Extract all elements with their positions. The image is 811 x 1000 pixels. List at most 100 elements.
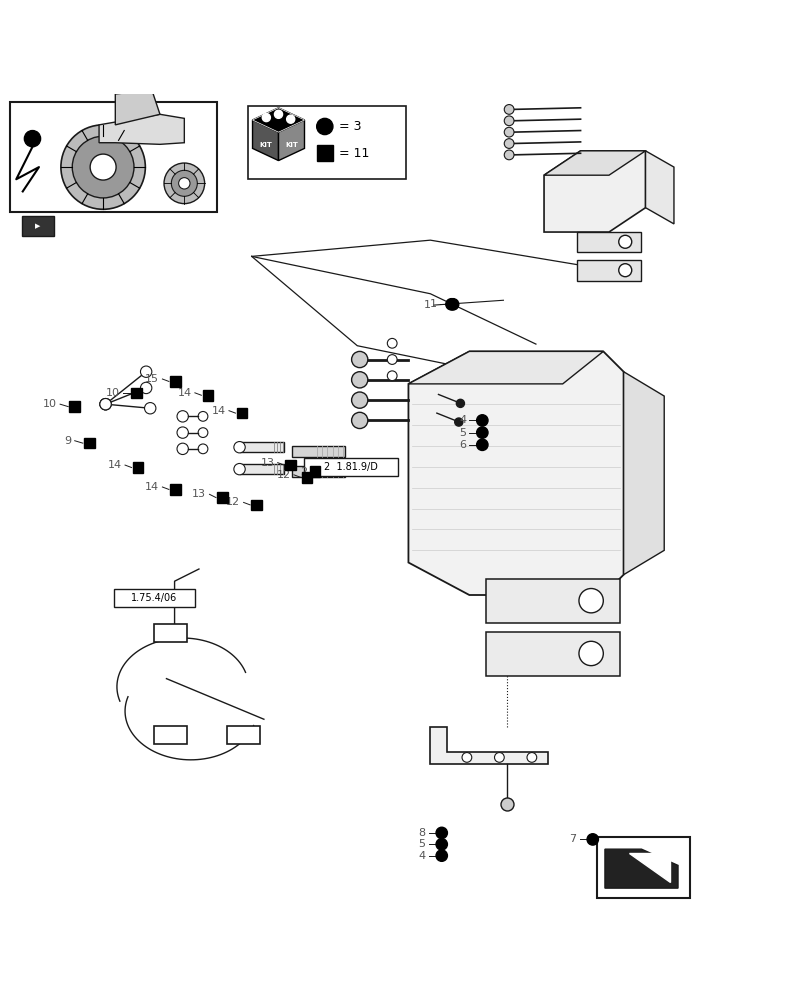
Circle shape (274, 110, 282, 118)
Bar (239, 464, 284, 474)
Text: 14: 14 (212, 406, 225, 416)
Circle shape (436, 850, 447, 861)
Circle shape (436, 827, 447, 839)
Circle shape (286, 115, 294, 123)
Circle shape (618, 235, 631, 248)
Circle shape (387, 355, 397, 364)
Text: 1: 1 (429, 299, 436, 309)
Bar (133, 462, 144, 473)
Bar (169, 484, 180, 495)
Circle shape (387, 371, 397, 381)
Text: 2  1.81.9/D: 2 1.81.9/D (324, 462, 377, 472)
Circle shape (144, 403, 156, 414)
Text: 15: 15 (145, 374, 159, 384)
Polygon shape (485, 579, 619, 623)
Circle shape (100, 398, 111, 410)
Circle shape (351, 372, 367, 388)
Polygon shape (99, 114, 184, 144)
Circle shape (234, 463, 245, 475)
Polygon shape (252, 108, 304, 132)
Polygon shape (629, 853, 669, 882)
Polygon shape (543, 151, 645, 175)
Text: 13: 13 (192, 489, 206, 499)
Polygon shape (543, 151, 645, 232)
Text: 4: 4 (418, 851, 425, 861)
Bar (202, 390, 212, 401)
Circle shape (586, 834, 598, 845)
Polygon shape (408, 351, 623, 595)
Circle shape (578, 641, 603, 666)
Text: 9: 9 (64, 436, 71, 446)
Circle shape (198, 444, 208, 454)
Bar (304, 458, 397, 476)
Text: 10: 10 (43, 399, 57, 409)
Bar (84, 438, 94, 448)
Polygon shape (645, 151, 673, 224)
Bar (309, 466, 320, 477)
Circle shape (456, 399, 464, 407)
Text: KIT: KIT (259, 142, 272, 148)
Circle shape (178, 178, 190, 189)
Bar (69, 401, 79, 412)
Text: 5: 5 (458, 428, 466, 438)
Circle shape (445, 299, 457, 310)
Circle shape (476, 415, 487, 426)
Polygon shape (485, 632, 619, 676)
Circle shape (351, 351, 367, 368)
Circle shape (164, 163, 204, 204)
Bar (227, 726, 260, 744)
Text: 14: 14 (178, 388, 191, 398)
Circle shape (500, 798, 513, 811)
Circle shape (171, 170, 197, 196)
Circle shape (578, 589, 603, 613)
Bar (285, 460, 295, 470)
Polygon shape (576, 232, 641, 252)
Bar (22, 216, 54, 236)
Circle shape (526, 753, 536, 762)
Text: 12: 12 (226, 497, 240, 507)
Bar (217, 492, 227, 503)
Text: 7: 7 (569, 834, 576, 844)
Text: 2: 2 (299, 467, 307, 477)
Text: 8: 8 (418, 828, 425, 838)
Circle shape (447, 299, 458, 310)
Polygon shape (115, 90, 160, 125)
Bar (237, 408, 247, 418)
Bar (596, 837, 689, 898)
Circle shape (140, 366, 152, 377)
Text: KIT: KIT (285, 142, 298, 148)
Circle shape (504, 139, 513, 148)
Circle shape (316, 118, 333, 135)
Circle shape (234, 442, 245, 453)
Text: 5: 5 (418, 839, 425, 849)
Circle shape (72, 136, 134, 198)
Circle shape (504, 127, 513, 137)
Circle shape (177, 443, 188, 455)
Bar (154, 726, 187, 744)
Text: 14: 14 (108, 460, 122, 470)
Circle shape (177, 427, 188, 438)
Bar (251, 500, 261, 510)
Circle shape (351, 412, 367, 429)
Circle shape (140, 382, 152, 394)
Polygon shape (252, 108, 304, 132)
Text: ▶: ▶ (36, 223, 41, 229)
Text: 14: 14 (145, 482, 159, 492)
Circle shape (100, 398, 111, 410)
Polygon shape (430, 727, 547, 764)
Text: 1: 1 (423, 300, 430, 310)
Text: 4: 4 (458, 415, 466, 425)
Polygon shape (408, 351, 603, 384)
Circle shape (504, 150, 513, 160)
Text: = 3: = 3 (339, 120, 362, 133)
Bar (292, 466, 345, 477)
Polygon shape (604, 849, 677, 888)
Circle shape (461, 753, 471, 762)
Bar (292, 446, 345, 457)
Bar (169, 376, 180, 387)
Bar (10, 102, 217, 212)
Circle shape (198, 428, 208, 437)
Text: 12: 12 (277, 470, 290, 480)
Circle shape (476, 427, 487, 438)
Circle shape (262, 113, 270, 122)
